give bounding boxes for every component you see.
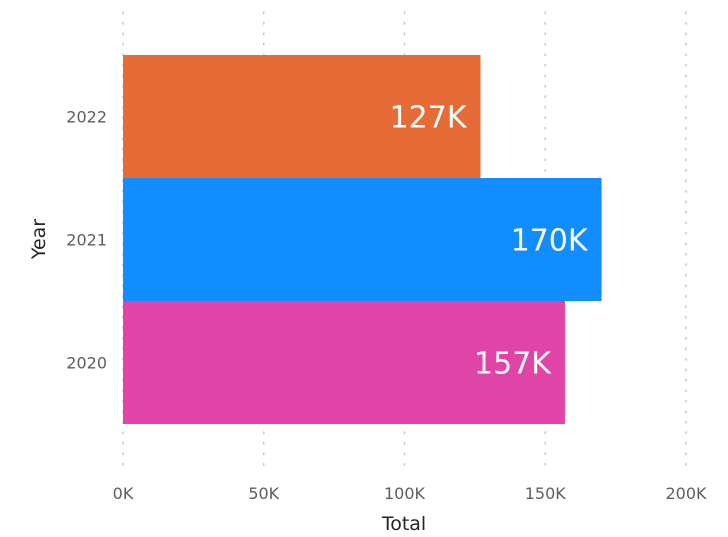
- x-axis-ticks: 0K 50K 100K 150K 200K: [113, 484, 707, 503]
- y-tick-label: 2020: [66, 354, 107, 373]
- data-label: 170K: [511, 224, 589, 259]
- x-tick-label: 100K: [384, 484, 426, 503]
- y-tick-label: 2021: [66, 231, 107, 250]
- data-labels: 127K 170K 157K: [390, 101, 589, 382]
- x-tick-label: 50K: [248, 484, 279, 503]
- data-label: 157K: [474, 347, 552, 382]
- x-axis-title: Total: [381, 513, 426, 535]
- bar[interactable]: [123, 301, 565, 424]
- y-tick-label: 2022: [66, 108, 107, 127]
- data-label: 127K: [390, 101, 468, 136]
- bars: [123, 55, 602, 424]
- y-axis-title: Year: [28, 219, 50, 260]
- x-tick-label: 200K: [665, 484, 707, 503]
- bar[interactable]: [123, 178, 602, 301]
- y-axis-ticks: 2022 2021 2020: [66, 108, 107, 373]
- x-tick-label: 0K: [113, 484, 134, 503]
- x-tick-label: 150K: [525, 484, 567, 503]
- bar[interactable]: [123, 55, 481, 178]
